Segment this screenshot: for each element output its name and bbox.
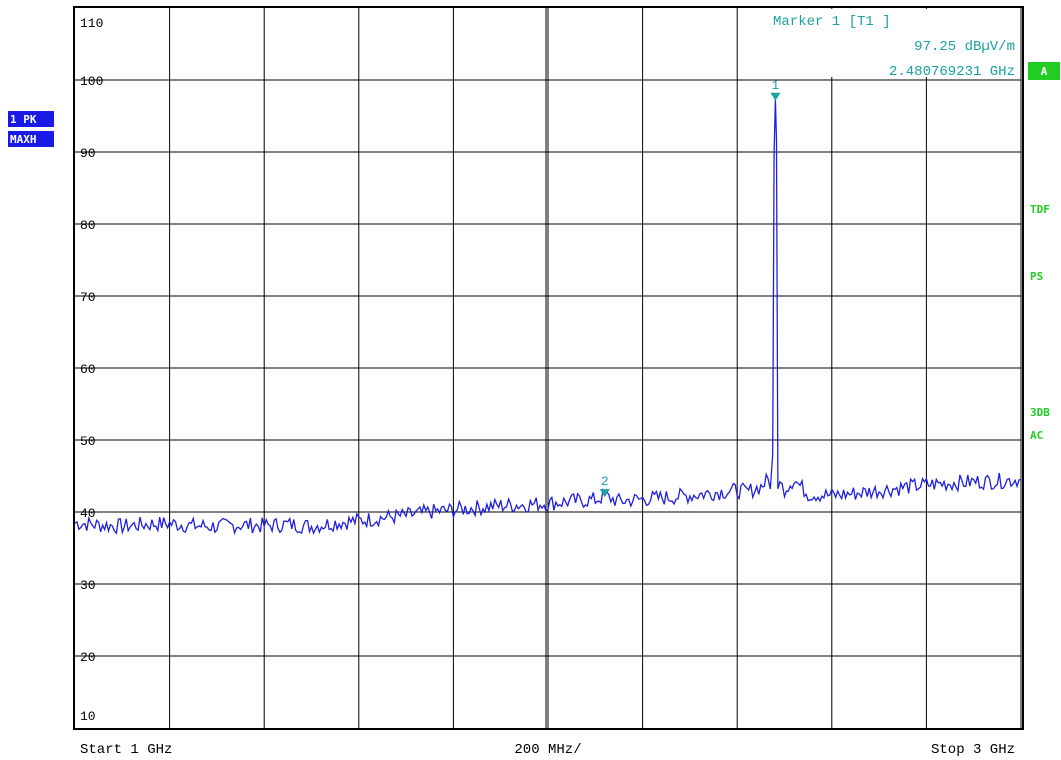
y-tick-label: 30 [80, 578, 96, 593]
marker-1-label: 1 [772, 78, 780, 93]
footer-start: Start 1 GHz [80, 742, 172, 758]
grid [75, 8, 1021, 728]
status-ps: PS [1030, 270, 1043, 283]
trace-badge-pk: 1 PK [10, 113, 37, 126]
footer-span-per-div: 200 MHz/ [514, 742, 581, 758]
y-tick-label: 40 [80, 506, 96, 521]
status-box-a: A [1041, 65, 1048, 78]
y-tick-label: 110 [80, 16, 103, 31]
trace-badge-maxh-bg [8, 131, 54, 147]
markers: 12 [599, 78, 781, 498]
marker-1-triangle [770, 92, 781, 101]
y-tick-label: 20 [80, 650, 96, 665]
footer-stop: Stop 3 GHz [931, 742, 1015, 758]
marker-2-label: 2 [601, 474, 609, 489]
status-box-a-bg [1028, 62, 1060, 80]
trace-badge-maxh: MAXH [10, 133, 37, 146]
trace-line [74, 99, 1022, 536]
marker-readout-title: Marker 1 [T1 ] [773, 14, 891, 30]
marker-readout-level: 97.25 dBµV/m [914, 39, 1015, 55]
y-tick-label: 80 [80, 218, 96, 233]
trace-badge-pk-bg [8, 111, 54, 127]
status-tdf: TDF [1030, 203, 1050, 216]
y-tick-label: 10 [80, 709, 96, 724]
y-tick-labels: 110 100 90 80 70 60 50 40 30 20 10 [80, 16, 103, 724]
status-ac: AC [1030, 429, 1043, 442]
marker-readout-bg [770, 9, 1020, 77]
y-tick-label: 60 [80, 362, 96, 377]
marker-2-triangle [599, 489, 610, 498]
y-tick-label: 70 [80, 290, 96, 305]
marker-readout-frequency: 2.480769231 GHz [889, 64, 1015, 80]
y-tick-label: 90 [80, 146, 96, 161]
marker-readout: Marker 1 [T1 ] 97.25 dBµV/m 2.480769231 … [770, 9, 1020, 80]
status-3db: 3DB [1030, 406, 1050, 419]
y-tick-label: 100 [80, 74, 103, 89]
y-tick-label: 50 [80, 434, 96, 449]
